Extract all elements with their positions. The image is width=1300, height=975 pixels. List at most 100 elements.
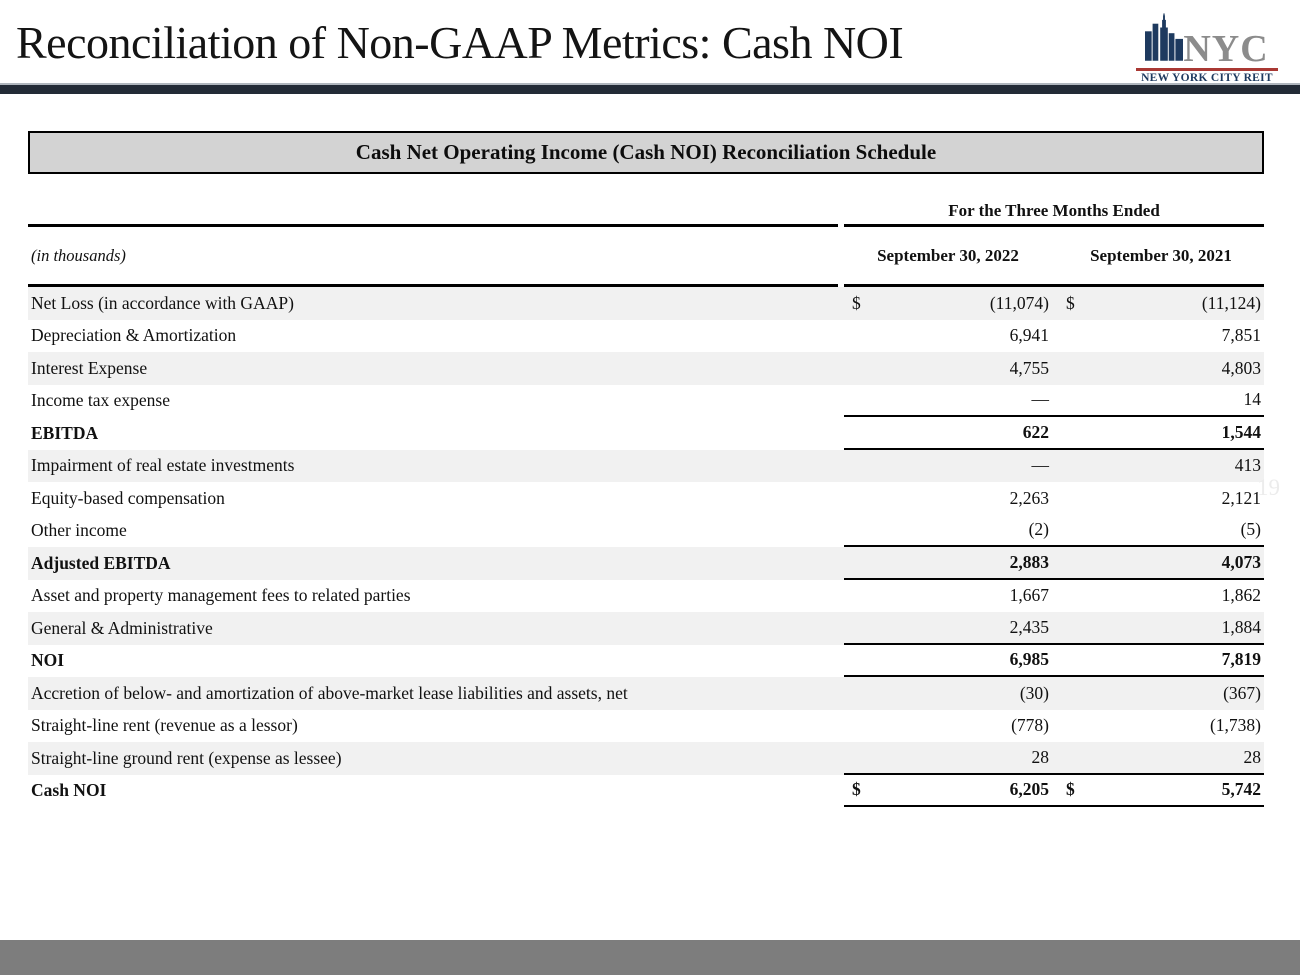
row-values: 2,883 4,073	[844, 547, 1264, 580]
value-2022: 2,435	[1009, 616, 1049, 637]
row-values: $ (11,074) $ (11,124)	[844, 287, 1264, 320]
row-values: (778) (1,738)	[844, 710, 1264, 743]
table-row: Depreciation & Amortization 6,941 7,851	[28, 320, 1264, 353]
table-row: Asset and property management fees to re…	[28, 580, 1264, 613]
table-row: Adjusted EBITDA 2,883 4,073	[28, 547, 1264, 580]
page-title: Reconciliation of Non-GAAP Metrics: Cash…	[16, 17, 904, 68]
value-2021: 5,742	[1221, 779, 1261, 800]
row-label: Equity-based compensation	[31, 487, 225, 508]
value-2022: 28	[1031, 746, 1050, 767]
table-row: Cash NOI $ 6,205 $ 5,742	[28, 775, 1264, 807]
row-label: Cash NOI	[31, 780, 107, 801]
value-2022: (2)	[1028, 519, 1049, 540]
footer-bar	[0, 940, 1300, 975]
row-values: 622 1,544	[844, 417, 1264, 450]
row-values: (30) (367)	[844, 677, 1264, 710]
row-values: (2) (5)	[844, 515, 1264, 547]
table-row: Net Loss (in accordance with GAAP) $ (11…	[28, 287, 1264, 320]
currency-symbol-2022: $	[852, 292, 861, 313]
row-label: Depreciation & Amortization	[31, 325, 237, 346]
table-header-row-period: For the Three Months Ended	[28, 200, 1264, 227]
value-2021: (5)	[1240, 519, 1261, 540]
building-skyline-icon	[1145, 13, 1184, 66]
value-2021: 7,819	[1221, 649, 1261, 670]
currency-symbol-2022: $	[852, 779, 861, 800]
period-header: For the Three Months Ended	[844, 200, 1264, 227]
table-row: Accretion of below- and amortization of …	[28, 677, 1264, 710]
value-2021: (1,738)	[1209, 715, 1261, 736]
row-label: Interest Expense	[31, 357, 148, 378]
nyc-logo: NYC NEW YORK CITY REIT	[1136, 13, 1278, 84]
value-2022: 6,205	[1009, 779, 1049, 800]
value-2022: 4,755	[1009, 357, 1049, 378]
value-2021: 7,851	[1221, 325, 1261, 346]
value-2022: (11,074)	[989, 292, 1049, 313]
row-label: Straight-line rent (revenue as a lessor)	[31, 715, 298, 736]
row-values: 6,985 7,819	[844, 645, 1264, 677]
row-label: Other income	[31, 520, 127, 541]
value-2021: 413	[1234, 455, 1261, 476]
unit-note: (in thousands)	[28, 227, 838, 287]
value-2021: 1,544	[1221, 421, 1261, 442]
table-row: EBITDA 622 1,544	[28, 417, 1264, 450]
row-label: Impairment of real estate investments	[31, 455, 295, 476]
value-2021: 2,121	[1221, 487, 1261, 508]
value-2022: 2,883	[1009, 551, 1049, 572]
value-2021: 1,884	[1221, 616, 1261, 637]
schedule-title: Cash Net Operating Income (Cash NOI) Rec…	[355, 140, 937, 164]
row-values: 6,941 7,851	[844, 320, 1264, 353]
table-row: Impairment of real estate investments — …	[28, 449, 1264, 483]
value-2021: 14	[1243, 389, 1262, 410]
logo-acronym: NYC	[1183, 27, 1269, 70]
row-label: EBITDA	[31, 422, 99, 443]
table-row: Other income (2) (5)	[28, 515, 1264, 547]
value-2022: 1,667	[1009, 585, 1049, 606]
table-rows: Net Loss (in accordance with GAAP) $ (11…	[28, 287, 1264, 807]
value-2022: 6,941	[1009, 325, 1049, 346]
row-label: Asset and property management fees to re…	[31, 585, 411, 606]
row-values: 1,667 1,862	[844, 580, 1264, 613]
value-2022: —	[1031, 455, 1050, 476]
reconciliation-table: For the Three Months Ended (in thousands…	[28, 200, 1264, 807]
value-2021: 4,073	[1221, 551, 1261, 572]
row-values: 4,755 4,803	[844, 352, 1264, 385]
currency-symbol-2021: $	[1066, 779, 1075, 800]
value-2021: (367)	[1223, 682, 1261, 703]
table-row: Interest Expense 4,755 4,803	[28, 352, 1264, 385]
row-values: — 413	[844, 450, 1264, 483]
value-2021: 4,803	[1221, 357, 1261, 378]
value-2022: 2,263	[1009, 487, 1049, 508]
table-row: Straight-line ground rent (expense as le…	[28, 742, 1264, 775]
column-header-2022: September 30, 2022	[877, 245, 1019, 265]
row-label: Net Loss (in accordance with GAAP)	[31, 292, 294, 313]
value-2022: —	[1031, 389, 1050, 410]
row-label: General & Administrative	[31, 617, 213, 638]
value-2022: (778)	[1011, 715, 1049, 736]
column-header-2021: September 30, 2021	[1090, 245, 1232, 265]
row-values: 2,435 1,884	[844, 612, 1264, 645]
row-label: Accretion of below- and amortization of …	[31, 682, 628, 703]
currency-symbol-2021: $	[1066, 292, 1075, 313]
table-row: Equity-based compensation 2,263 2,121	[28, 482, 1264, 515]
row-label: Straight-line ground rent (expense as le…	[31, 747, 342, 768]
value-2021: 28	[1243, 746, 1262, 767]
page-number: 19	[1257, 474, 1280, 500]
table-row: NOI 6,985 7,819	[28, 645, 1264, 677]
table-header-row-columns: (in thousands) September 30, 2022 Septem…	[28, 227, 1264, 287]
table-row: General & Administrative 2,435 1,884	[28, 612, 1264, 645]
value-2021: 1,862	[1221, 585, 1261, 606]
table-row: Straight-line rent (revenue as a lessor)…	[28, 710, 1264, 743]
value-2022: 622	[1022, 421, 1049, 442]
title-rule	[0, 83, 1300, 94]
row-label: Adjusted EBITDA	[31, 552, 171, 573]
row-label: Income tax expense	[31, 390, 170, 411]
logo-name: NEW YORK CITY REIT	[1141, 72, 1273, 84]
row-label: NOI	[31, 650, 65, 671]
row-values: — 14	[844, 385, 1264, 417]
table-row: Income tax expense — 14	[28, 385, 1264, 417]
row-values: 28 28	[844, 742, 1264, 775]
row-values: $ 6,205 $ 5,742	[844, 775, 1264, 807]
logo-red-divider	[1136, 68, 1278, 71]
row-values: 2,263 2,121	[844, 482, 1264, 515]
